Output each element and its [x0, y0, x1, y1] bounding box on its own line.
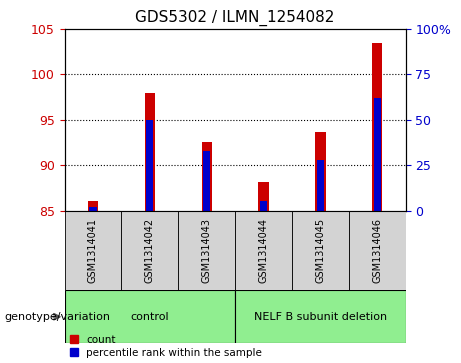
Bar [349, 211, 406, 290]
Title: GDS5302 / ILMN_1254082: GDS5302 / ILMN_1254082 [136, 10, 335, 26]
Bar [145, 93, 155, 211]
Bar [259, 183, 269, 211]
Text: NELF B subunit deletion: NELF B subunit deletion [254, 312, 387, 322]
Legend: count, percentile rank within the sample: count, percentile rank within the sample [70, 335, 262, 358]
Bar [178, 211, 235, 290]
Bar [372, 42, 382, 211]
Text: GSM1314041: GSM1314041 [88, 218, 98, 283]
Bar [235, 211, 292, 290]
Bar [317, 160, 324, 211]
Bar [315, 131, 325, 211]
Text: GSM1314046: GSM1314046 [372, 218, 382, 283]
Bar [235, 290, 406, 343]
Bar [88, 200, 98, 211]
Bar [374, 98, 381, 211]
Text: control: control [130, 312, 169, 322]
Bar [89, 207, 96, 211]
Bar [121, 211, 178, 290]
Bar [65, 290, 235, 343]
Text: GSM1314042: GSM1314042 [145, 218, 155, 283]
Bar [146, 120, 154, 211]
Bar [260, 201, 267, 211]
Bar [203, 151, 210, 211]
Bar [201, 142, 212, 211]
Bar [292, 211, 349, 290]
Text: GSM1314043: GSM1314043 [201, 218, 212, 283]
Text: GSM1314044: GSM1314044 [259, 218, 269, 283]
Bar [65, 211, 121, 290]
Text: genotype/variation: genotype/variation [5, 312, 111, 322]
Text: GSM1314045: GSM1314045 [315, 218, 325, 283]
